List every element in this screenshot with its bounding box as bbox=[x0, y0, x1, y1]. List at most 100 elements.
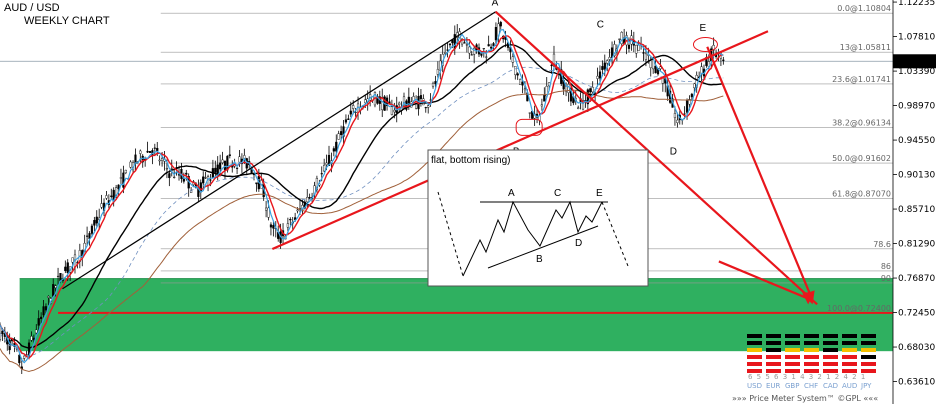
candle-body-111 bbox=[267, 207, 270, 218]
candle-body-225 bbox=[543, 95, 546, 102]
fib-label-3: 38.2@0.96134 bbox=[832, 119, 891, 128]
wave-label-E: E bbox=[699, 23, 706, 34]
candle-body-193 bbox=[465, 44, 468, 46]
candle-body-127 bbox=[306, 197, 309, 203]
meter-cell-USD-4 bbox=[747, 362, 762, 366]
meter-scores: 6 5 5 6 3 1 4 3 2 1 2 4 2 1 bbox=[748, 373, 867, 381]
candle-body-266 bbox=[642, 52, 645, 54]
price-meter-footer: »»» Price Meter System™ ©GPL ««« bbox=[732, 394, 879, 403]
candle-body-174 bbox=[419, 95, 423, 100]
candle-body-25 bbox=[59, 273, 62, 281]
candle-body-14 bbox=[32, 337, 35, 341]
black-trend-channel bbox=[62, 11, 496, 290]
wave-label-D: D bbox=[670, 146, 677, 157]
candle-body-65 bbox=[156, 147, 159, 151]
candle-body-280 bbox=[676, 119, 679, 124]
candle-body-8 bbox=[18, 354, 21, 364]
candle-body-285 bbox=[688, 99, 691, 105]
meter-cell-GBP-4 bbox=[785, 362, 800, 366]
inset-label-E: E bbox=[596, 188, 603, 199]
candle-body-120 bbox=[289, 219, 292, 221]
candle-body-205 bbox=[494, 27, 498, 41]
price-tick-label-10: 0.68030 bbox=[898, 343, 935, 353]
candle-body-44 bbox=[105, 195, 108, 199]
meter-cell-USD-5 bbox=[747, 369, 762, 373]
red-falling-line bbox=[494, 10, 818, 306]
candle-body-135 bbox=[325, 162, 328, 165]
fib-label-6: 78.6 bbox=[873, 240, 891, 249]
candle-body-84 bbox=[202, 176, 205, 184]
candle-body-40 bbox=[95, 216, 98, 224]
candle-body-192 bbox=[463, 42, 466, 44]
candle-body-219 bbox=[528, 112, 531, 114]
candle-body-158 bbox=[381, 96, 384, 111]
candle-body-239 bbox=[577, 107, 580, 109]
meter-currency-CAD: CAD bbox=[823, 382, 838, 390]
candle-body-194 bbox=[468, 46, 471, 54]
candle-body-250 bbox=[603, 62, 606, 70]
meter-cell-GBP-5 bbox=[785, 369, 800, 373]
candle-body-23 bbox=[54, 285, 57, 289]
price-tick-label-6: 0.85710 bbox=[898, 205, 935, 215]
candle-body-264 bbox=[637, 44, 640, 51]
candle-body-1 bbox=[1, 330, 4, 335]
price-tick-label-1: 1.07810 bbox=[898, 33, 935, 43]
candle-body-273 bbox=[659, 66, 662, 70]
meter-cell-CHF-4 bbox=[804, 362, 819, 366]
ma-blue bbox=[0, 28, 724, 364]
arrow-head-2 bbox=[802, 292, 815, 305]
candle-body-28 bbox=[66, 262, 69, 273]
candle-body-99 bbox=[238, 156, 241, 163]
candle-body-295 bbox=[712, 45, 715, 51]
meter-cell-CHF-0 bbox=[804, 334, 819, 338]
current-price-box bbox=[893, 54, 936, 69]
candle-body-142 bbox=[342, 126, 345, 137]
candle-body-244 bbox=[589, 88, 592, 93]
candle-body-162 bbox=[390, 106, 394, 115]
candle-body-110 bbox=[265, 207, 268, 211]
price-tick-label-8: 0.76870 bbox=[898, 274, 935, 284]
meter-cell-CAD-3 bbox=[823, 355, 838, 359]
candle-body-15 bbox=[35, 329, 38, 334]
inset-dash-in bbox=[437, 191, 464, 277]
candle-body-146 bbox=[352, 105, 355, 109]
candle-body-284 bbox=[685, 100, 689, 113]
candle-body-186 bbox=[448, 43, 452, 46]
ma-brown bbox=[0, 89, 724, 373]
wave-b-box bbox=[515, 118, 543, 136]
candle-body-203 bbox=[489, 46, 493, 49]
candle-body-67 bbox=[160, 158, 164, 161]
candle-body-72 bbox=[173, 176, 176, 178]
wave-label-A: A bbox=[492, 0, 499, 9]
price-tick-label-4: 0.94550 bbox=[898, 136, 935, 146]
candle-body-217 bbox=[523, 88, 527, 91]
inset-box bbox=[427, 149, 649, 287]
fib-label-4: 50.0@0.91602 bbox=[832, 154, 891, 163]
candle-body-91 bbox=[219, 162, 222, 170]
candle-body-19 bbox=[44, 306, 48, 311]
meter-cell-USD-3 bbox=[747, 355, 762, 359]
meter-cell-USD-1 bbox=[747, 341, 762, 345]
candle-body-196 bbox=[473, 47, 476, 55]
fib-label-9: 100.0@0.72400 bbox=[827, 304, 891, 313]
meter-cell-CAD-4 bbox=[823, 362, 838, 366]
candle-body-139 bbox=[335, 141, 338, 152]
candle-body-10 bbox=[23, 355, 26, 359]
meter-cell-USD-0 bbox=[747, 334, 762, 338]
price-tick-label-2: 1.03390 bbox=[898, 67, 935, 77]
candle-body-207 bbox=[499, 22, 502, 27]
meter-cell-CHF-1 bbox=[804, 341, 819, 345]
meter-cell-EUR-0 bbox=[766, 334, 781, 338]
meter-cell-AUD-4 bbox=[842, 362, 857, 366]
candle-body-16 bbox=[37, 318, 40, 326]
price-tick-label-11: 0.63610 bbox=[898, 378, 935, 388]
candle-body-228 bbox=[550, 64, 553, 67]
fib-label-5: 61.8@0.87070 bbox=[832, 189, 891, 198]
candle-body-62 bbox=[148, 151, 152, 153]
candle-body-269 bbox=[649, 60, 652, 68]
inset-label-A: A bbox=[508, 188, 515, 199]
candle-body-245 bbox=[591, 87, 594, 93]
price-tick-label-3: 0.98970 bbox=[898, 102, 935, 112]
meter-cell-USD-2 bbox=[747, 348, 762, 352]
inset-label-B: B bbox=[536, 254, 543, 265]
